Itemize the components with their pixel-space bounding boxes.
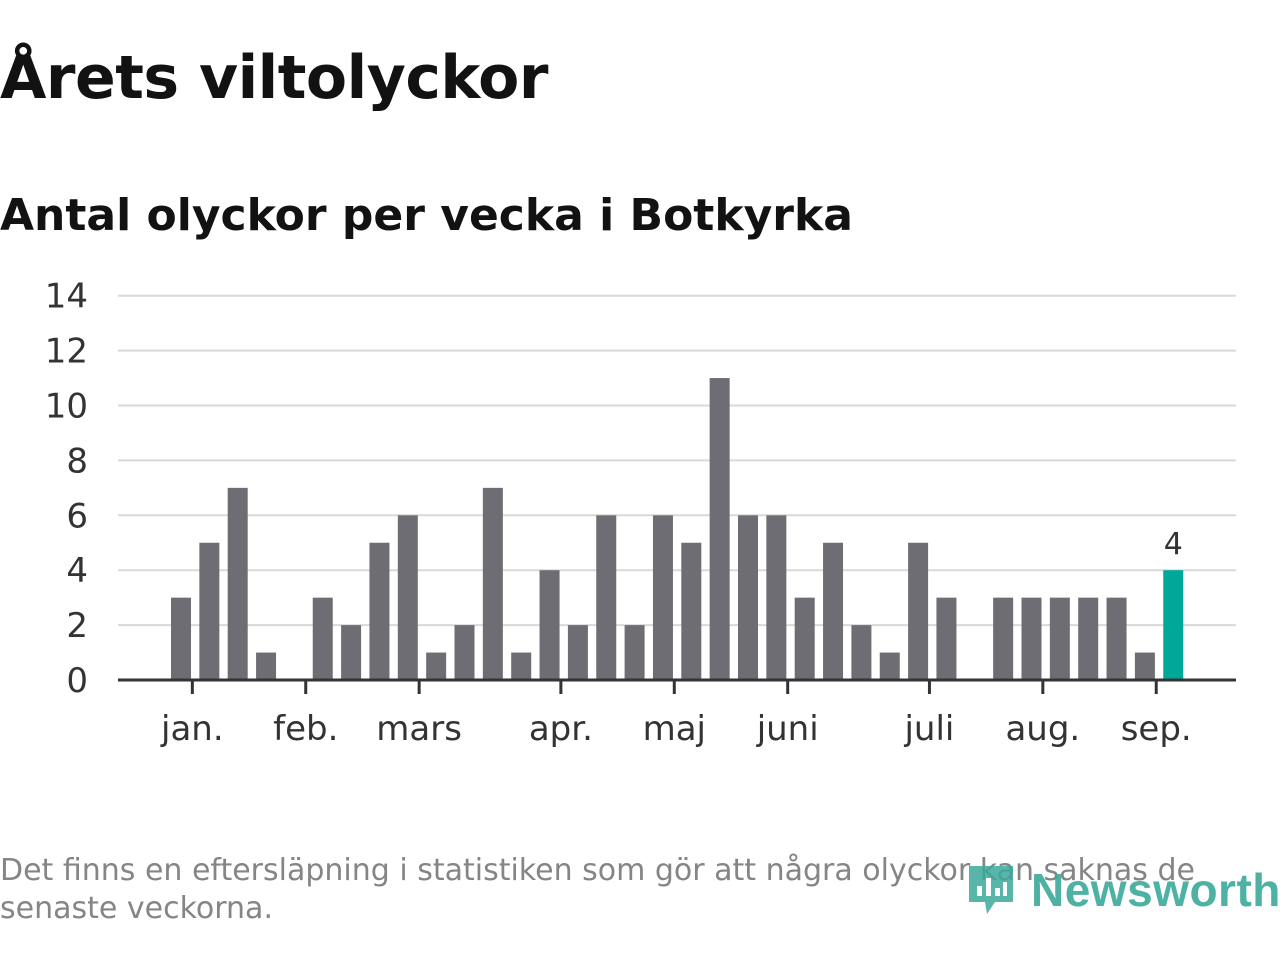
y-tick-label: 0 xyxy=(66,661,88,701)
bar xyxy=(738,515,758,680)
y-tick-label: 10 xyxy=(45,387,88,427)
bar xyxy=(539,570,560,680)
bar xyxy=(1106,597,1127,680)
bar xyxy=(369,542,390,680)
bar-labels: 4 xyxy=(1164,527,1183,562)
bar xyxy=(341,625,362,680)
highlight-bar xyxy=(1163,570,1184,680)
y-tick-labels: 0 2 4 6 8 10 12 14 xyxy=(45,277,88,701)
y-tick-label: 4 xyxy=(66,551,88,591)
bar xyxy=(1021,597,1042,680)
bar xyxy=(794,597,815,680)
y-tick-label: 2 xyxy=(66,606,88,646)
y-tick-label: 12 xyxy=(45,332,88,372)
bar xyxy=(624,625,645,680)
bar-value-label: 4 xyxy=(1164,527,1183,562)
bar xyxy=(596,515,617,680)
x-tick-label: aug. xyxy=(1005,709,1080,749)
bar xyxy=(936,597,957,680)
bar xyxy=(397,515,418,680)
chart-title: Årets viltolyckor xyxy=(0,43,549,113)
x-tick-label: feb. xyxy=(273,709,338,749)
newsworthy-logo-icon xyxy=(969,866,1013,914)
bar xyxy=(312,597,333,680)
grid-lines xyxy=(118,294,1236,627)
x-tick-label: juni xyxy=(756,709,819,749)
bar xyxy=(482,487,503,680)
bar xyxy=(1134,652,1155,680)
bar xyxy=(1049,597,1070,680)
bars xyxy=(171,378,1184,680)
bar xyxy=(227,487,248,680)
bar xyxy=(709,378,730,680)
x-tick-label: maj xyxy=(643,709,706,749)
y-tick-label: 8 xyxy=(66,441,88,481)
bar xyxy=(256,652,277,680)
bar xyxy=(993,597,1014,680)
x-axis xyxy=(118,678,1236,694)
bar xyxy=(908,542,929,680)
chart-subtitle: Antal olyckor per vecka i Botkyrka xyxy=(0,190,853,241)
x-tick-label: juli xyxy=(903,709,954,749)
bar xyxy=(567,625,588,680)
bar xyxy=(851,625,872,680)
x-tick-labels: jan. feb. mars apr. maj juni juli aug. sep. xyxy=(160,709,1192,749)
x-tick-label: sep. xyxy=(1121,709,1192,749)
bar xyxy=(766,515,787,680)
brand-logo: Newsworthy xyxy=(965,862,1280,918)
bar xyxy=(511,652,532,680)
bar xyxy=(652,515,673,680)
y-tick-label: 14 xyxy=(45,277,88,317)
bar xyxy=(171,597,191,680)
bar xyxy=(879,652,900,680)
x-tick-label: mars xyxy=(376,709,462,749)
bar xyxy=(454,625,475,680)
brand-name: Newsworthy xyxy=(1031,864,1280,916)
bar xyxy=(199,542,220,680)
y-tick-label: 6 xyxy=(66,496,88,536)
bar xyxy=(823,542,844,680)
bar-chart: 0 2 4 6 8 10 12 14 jan. feb. mars apr. maj juni juli a… xyxy=(45,277,1236,749)
bar xyxy=(681,542,702,680)
x-tick-label: jan. xyxy=(160,709,224,749)
bar xyxy=(1078,597,1099,680)
bar xyxy=(426,652,447,680)
x-tick-label: apr. xyxy=(529,709,593,749)
